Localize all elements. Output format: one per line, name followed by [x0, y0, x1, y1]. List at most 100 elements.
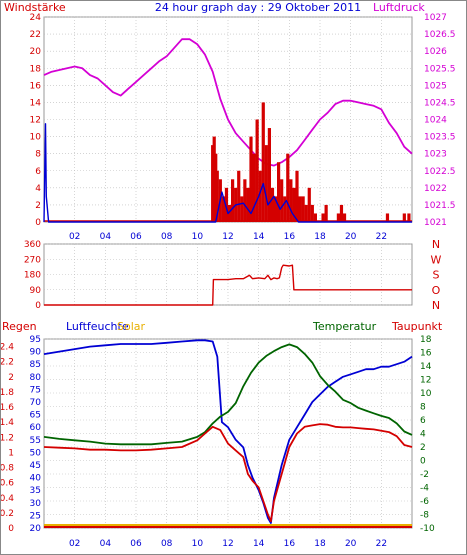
wind-mean-line — [43, 123, 412, 223]
y-tick-label-temperature: -8 — [420, 511, 429, 521]
wind-bar — [237, 170, 241, 222]
wind-bar — [255, 119, 259, 222]
wind-bar — [385, 213, 390, 222]
chart-title: 24 hour graph day : 29 Oktober 2011 — [155, 1, 361, 14]
y-tick-label-humidity: 85 — [30, 360, 41, 370]
y-tick-label-temperature: -6 — [420, 497, 429, 507]
y-tick-label-left: 270 — [24, 255, 41, 265]
y-tick-label-temperature: 8 — [420, 403, 426, 413]
compass-label: S — [433, 269, 440, 282]
compass-label: W — [431, 253, 442, 266]
y-tick-label-humidity: 80 — [30, 373, 42, 383]
x-tick-label: 14 — [253, 539, 265, 549]
y-tick-label-humidity: 25 — [30, 511, 41, 521]
y-tick-label-rain: 2.4 — [0, 343, 14, 353]
wind-pressure-panel: 02468101214161820222410211021.510221022.… — [4, 1, 456, 242]
wind-bar — [267, 128, 271, 222]
wind-bar — [264, 145, 268, 222]
y-tick-label-humidity: 90 — [30, 348, 42, 358]
wind-bar — [270, 187, 275, 222]
y-tick-label-left: 16 — [30, 81, 42, 91]
y-tick-label-left: 90 — [30, 286, 42, 296]
x-tick-label: 02 — [69, 539, 80, 549]
y-tick-label-left: 360 — [24, 240, 41, 250]
x-tick-label: 04 — [100, 232, 112, 242]
compass-label: N — [432, 238, 440, 251]
y-tick-label-right: 1025.5 — [424, 64, 456, 74]
wind-bar — [310, 204, 314, 222]
y-axis-label-right: Luftdruck — [373, 1, 425, 14]
wind-bar — [313, 213, 317, 222]
y-tick-label-humidity: 30 — [30, 499, 42, 509]
wind-bar — [215, 170, 219, 222]
x-tick-label: 16 — [284, 232, 296, 242]
axis-label-dewpoint: Taupunkt — [391, 320, 443, 333]
x-tick-label: 18 — [314, 539, 326, 549]
wind-bar — [273, 196, 278, 222]
y-tick-label-left: 24 — [30, 13, 42, 23]
y-tick-label-rain: 1.6 — [0, 403, 14, 413]
x-tick-label: 12 — [222, 232, 233, 242]
y-tick-label-humidity: 55 — [30, 436, 41, 446]
wind-bar — [258, 170, 262, 222]
axis-label-humidity: Luftfeuchte — [66, 320, 129, 333]
wind-bar — [289, 179, 293, 222]
wind-bar — [292, 187, 296, 222]
y-tick-label-humidity: 20 — [30, 524, 42, 534]
y-tick-label-temperature: 10 — [420, 389, 432, 399]
y-tick-label-right: 1022.5 — [424, 167, 456, 177]
y-tick-label-rain: 0.4 — [0, 494, 14, 504]
y-tick-label-temperature: 16 — [420, 349, 432, 359]
wind-bar — [321, 213, 325, 222]
y-tick-label-left: 14 — [30, 98, 42, 108]
y-tick-label-right: 1022 — [424, 184, 447, 194]
x-tick-label: 10 — [192, 232, 204, 242]
y-tick-label-right: 1023 — [424, 150, 447, 160]
x-tick-label: 02 — [69, 232, 80, 242]
x-tick-label: 06 — [130, 232, 142, 242]
y-tick-label-left: 0 — [35, 301, 41, 311]
y-tick-label-rain: 0.8 — [0, 464, 14, 474]
y-tick-label-right: 1024.5 — [424, 98, 456, 108]
y-tick-label-temperature: -10 — [420, 524, 435, 534]
wind-bar — [221, 196, 225, 222]
y-tick-label-humidity: 50 — [30, 448, 42, 458]
x-tick-label: 04 — [100, 539, 112, 549]
x-tick-label: 06 — [130, 539, 142, 549]
y-tick-label-rain: 1 — [8, 448, 14, 458]
wind-bar — [280, 179, 284, 222]
axis-label-rain: Regen — [2, 320, 37, 333]
compass-label: N — [432, 299, 440, 312]
y-tick-label-left: 10 — [30, 133, 42, 143]
x-tick-label: 16 — [284, 539, 296, 549]
wind-bar — [227, 204, 232, 222]
wind-bar — [301, 196, 305, 222]
y-tick-label-right: 1024 — [424, 116, 447, 126]
wind-bar — [252, 153, 256, 222]
wind-bar — [402, 213, 406, 222]
y-tick-label-left: 2 — [35, 201, 41, 211]
wind-bar — [295, 170, 299, 222]
y-tick-label-temperature: 12 — [420, 376, 431, 386]
axis-label-temperature: Temperatur — [312, 320, 377, 333]
y-tick-label-left: 18 — [30, 64, 42, 74]
x-tick-label: 22 — [376, 232, 387, 242]
y-tick-label-temperature: 0 — [420, 457, 426, 467]
y-tick-label-left: 22 — [30, 30, 41, 40]
wind-bar — [298, 196, 302, 222]
y-tick-label-rain: 0.6 — [0, 479, 14, 489]
x-tick-label: 22 — [376, 539, 387, 549]
y-tick-label-right: 1026.5 — [424, 30, 456, 40]
y-tick-label-left: 20 — [30, 47, 42, 57]
wind-bar — [231, 179, 235, 222]
y-tick-label-humidity: 40 — [30, 474, 42, 484]
x-tick-label: 08 — [161, 232, 173, 242]
axis-label-solar: Solar — [117, 320, 146, 333]
y-tick-label-temperature: 2 — [420, 443, 426, 453]
x-tick-label: 12 — [222, 539, 233, 549]
y-tick-label-right: 1025 — [424, 81, 447, 91]
y-tick-label-left: 8 — [35, 150, 41, 160]
wind-bar — [336, 213, 340, 222]
y-tick-label-left: 0 — [35, 218, 41, 228]
